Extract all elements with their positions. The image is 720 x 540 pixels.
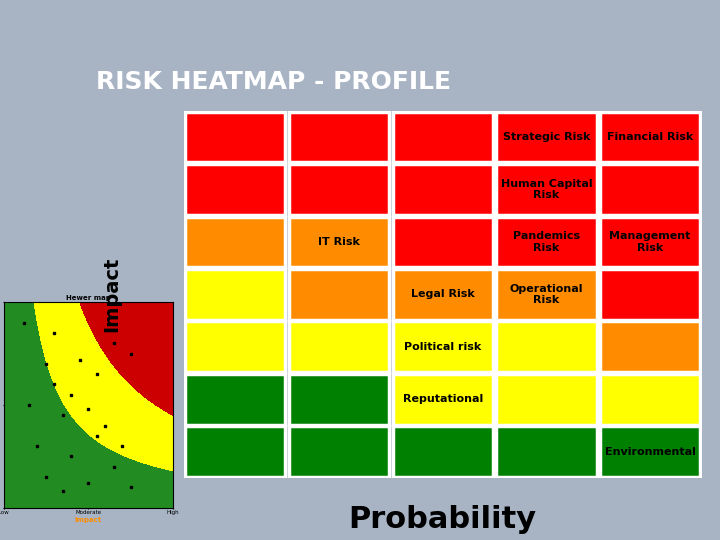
- Bar: [600, 217, 700, 267]
- Bar: [289, 164, 389, 215]
- Bar: [186, 374, 285, 424]
- Title: Hewer map: Hewer map: [66, 295, 111, 301]
- Bar: [186, 112, 285, 162]
- Text: Probability: Probability: [348, 505, 537, 534]
- Bar: [393, 269, 492, 320]
- Text: Impact: Impact: [102, 256, 121, 332]
- Bar: [600, 321, 700, 372]
- Bar: [497, 112, 596, 162]
- Text: Human Capital
Risk: Human Capital Risk: [500, 179, 593, 200]
- Text: Management
Risk: Management Risk: [609, 231, 691, 253]
- Text: RISK HEATMAP - PROFILE: RISK HEATMAP - PROFILE: [96, 70, 451, 94]
- Bar: [186, 269, 285, 320]
- Text: Operational
Risk: Operational Risk: [510, 284, 583, 305]
- Bar: [497, 217, 596, 267]
- Bar: [497, 269, 596, 320]
- Bar: [497, 427, 596, 477]
- Bar: [393, 164, 492, 215]
- Text: Reputational: Reputational: [402, 394, 483, 404]
- Bar: [600, 112, 700, 162]
- Text: Financial Risk: Financial Risk: [607, 132, 693, 142]
- Bar: [289, 112, 389, 162]
- Bar: [289, 427, 389, 477]
- Bar: [497, 374, 596, 424]
- Bar: [600, 164, 700, 215]
- Bar: [289, 269, 389, 320]
- Bar: [393, 112, 492, 162]
- Text: IT Risk: IT Risk: [318, 237, 360, 247]
- Bar: [186, 321, 285, 372]
- Bar: [289, 217, 389, 267]
- Bar: [186, 217, 285, 267]
- Bar: [186, 427, 285, 477]
- Bar: [497, 164, 596, 215]
- Text: Political risk: Political risk: [404, 342, 482, 352]
- Bar: [393, 374, 492, 424]
- Text: Pandemics
Risk: Pandemics Risk: [513, 231, 580, 253]
- Bar: [393, 321, 492, 372]
- Bar: [600, 427, 700, 477]
- Text: Legal Risk: Legal Risk: [411, 289, 474, 299]
- Bar: [600, 269, 700, 320]
- Bar: [289, 374, 389, 424]
- Bar: [600, 374, 700, 424]
- Bar: [393, 217, 492, 267]
- Text: Strategic Risk: Strategic Risk: [503, 132, 590, 142]
- Bar: [186, 164, 285, 215]
- Bar: [497, 321, 596, 372]
- X-axis label: Impact: Impact: [75, 517, 102, 523]
- Bar: [393, 427, 492, 477]
- Text: Environmental: Environmental: [605, 447, 696, 457]
- Bar: [289, 321, 389, 372]
